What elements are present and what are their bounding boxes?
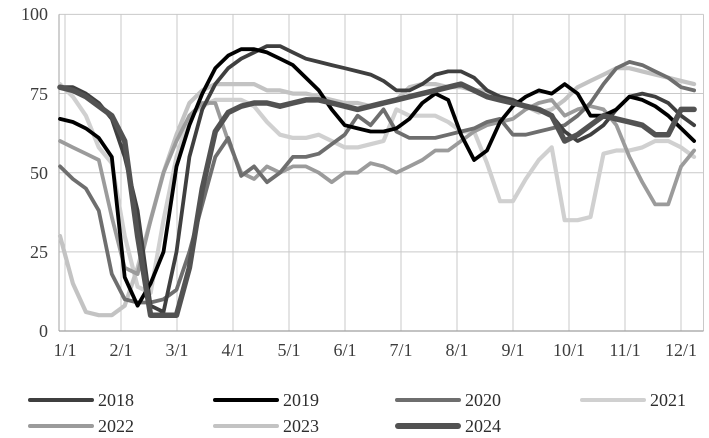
series-line-2019 (58, 47, 696, 308)
legend-swatch-2021 (580, 397, 646, 403)
y-tick-label-75: 75 (30, 83, 48, 104)
series-line-2024 (57, 81, 697, 318)
legend-label-2024: 2024 (465, 416, 501, 436)
x-tick-label-6-1: 6/1 (333, 340, 357, 360)
legend-item-2021: 2021 (580, 391, 686, 409)
series-line-2021 (57, 81, 697, 296)
legend-item-2023: 2023 (213, 417, 319, 435)
legend-item-2022: 2022 (28, 417, 134, 435)
legend-label-2020: 2020 (465, 390, 501, 410)
y-tick-label-100: 100 (21, 4, 48, 25)
legend-swatch-2024 (395, 423, 461, 429)
x-tick-label-1-1: 1/1 (53, 340, 77, 360)
y-tick-label-50: 50 (30, 162, 48, 183)
series-line-2022 (58, 98, 696, 276)
legend-item-2018: 2018 (28, 391, 134, 409)
legend-item-2019: 2019 (213, 391, 319, 409)
x-tick-label-7-1: 7/1 (389, 340, 413, 360)
series-line-2018 (58, 44, 696, 314)
x-tick-label-2-1: 2/1 (109, 340, 133, 360)
legend-swatch-2018 (28, 397, 94, 403)
legend-item-2024: 2024 (395, 417, 501, 435)
legend-swatch-2023 (213, 423, 279, 429)
x-tick-label-3-1: 3/1 (165, 340, 189, 360)
legend-label-2023: 2023 (283, 416, 319, 436)
legend-item-2020: 2020 (395, 391, 501, 409)
x-tick-label-4-1: 4/1 (221, 340, 245, 360)
legend-swatch-2020 (395, 397, 461, 403)
x-tick-label-12-1: 12/1 (664, 340, 697, 360)
legend-swatch-2022 (28, 423, 94, 429)
legend-label-2022: 2022 (98, 416, 134, 436)
legend-label-2019: 2019 (283, 390, 319, 410)
x-tick-label-11-1: 11/1 (609, 340, 641, 360)
x-tick-label-5-1: 5/1 (277, 340, 301, 360)
y-tick-label-25: 25 (30, 241, 48, 262)
legend-label-2018: 2018 (98, 390, 134, 410)
x-tick-label-8-1: 8/1 (445, 340, 469, 360)
x-tick-label-10-1: 10/1 (552, 340, 585, 360)
legend-swatch-2019 (213, 397, 279, 403)
y-tick-label-0: 0 (39, 321, 48, 341)
x-tick-label-9-1: 9/1 (501, 340, 525, 360)
legend-label-2021: 2021 (650, 390, 686, 410)
